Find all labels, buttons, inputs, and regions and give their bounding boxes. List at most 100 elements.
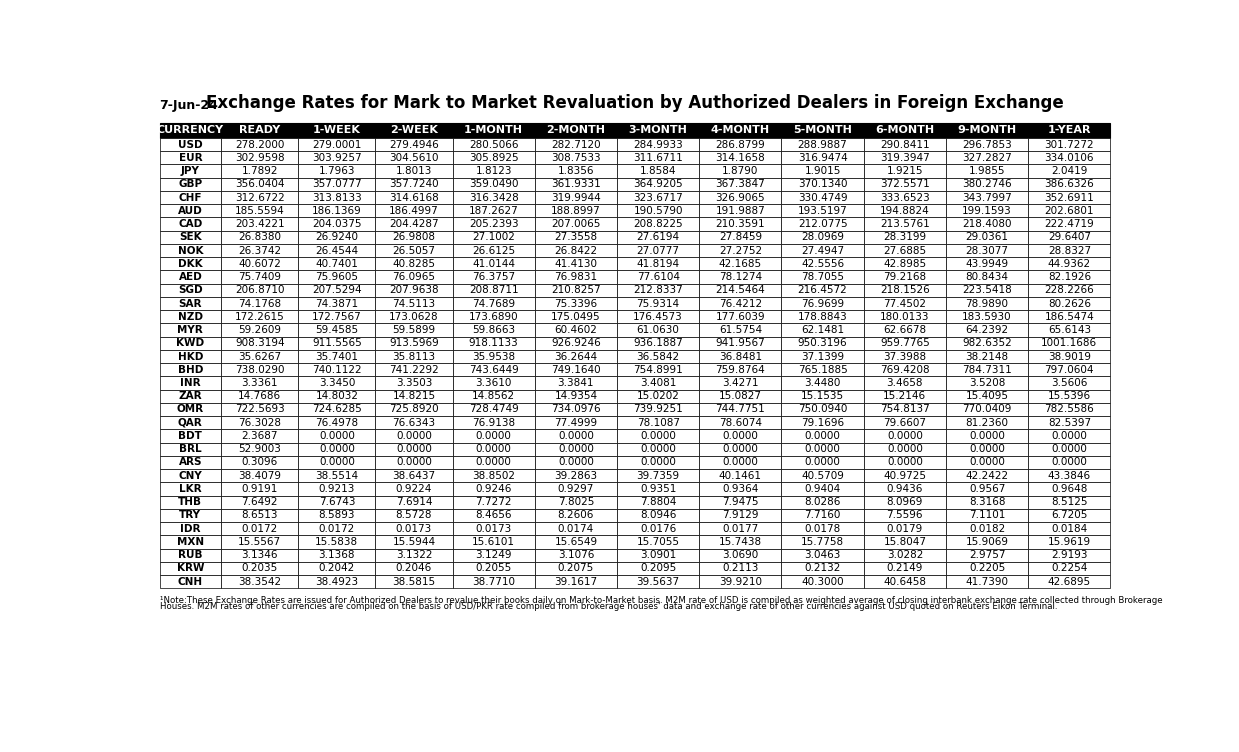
Bar (535, 403, 617, 416)
Text: 175.0495: 175.0495 (551, 312, 601, 322)
Text: 7.8025: 7.8025 (558, 497, 593, 507)
Text: 0.2042: 0.2042 (318, 563, 356, 574)
Bar (452, 482, 535, 496)
Bar (222, 469, 299, 482)
Text: 330.4749: 330.4749 (798, 193, 847, 202)
Bar (299, 390, 375, 403)
Text: 936.1887: 936.1887 (633, 338, 683, 348)
Bar (222, 390, 299, 403)
Bar (375, 151, 452, 165)
Bar (945, 244, 1028, 257)
Text: 724.6285: 724.6285 (312, 405, 362, 414)
Bar (864, 177, 945, 191)
Text: 352.6911: 352.6911 (1044, 193, 1094, 202)
Bar (375, 496, 452, 509)
Bar (617, 231, 699, 244)
Text: 42.2422: 42.2422 (965, 471, 1009, 481)
Bar (1028, 403, 1110, 416)
Bar (160, 284, 222, 297)
Bar (699, 456, 782, 469)
Bar (617, 522, 699, 535)
Text: IDR: IDR (180, 523, 201, 534)
Bar (1028, 297, 1110, 310)
Bar (945, 403, 1028, 416)
Bar (945, 310, 1028, 323)
Bar (699, 217, 782, 231)
Bar (222, 575, 299, 588)
Bar (1028, 575, 1110, 588)
Bar (782, 217, 864, 231)
Text: 62.1481: 62.1481 (802, 325, 844, 335)
Bar (617, 138, 699, 151)
Text: 311.6711: 311.6711 (633, 153, 683, 163)
Text: 38.7710: 38.7710 (472, 577, 515, 587)
Bar (617, 416, 699, 429)
Text: 40.3000: 40.3000 (802, 577, 844, 587)
Text: AED: AED (178, 272, 202, 282)
Text: 380.2746: 380.2746 (963, 179, 1012, 190)
Text: MXN: MXN (177, 537, 204, 547)
Text: 0.9648: 0.9648 (1051, 484, 1088, 494)
Bar (452, 310, 535, 323)
Text: 3.5208: 3.5208 (969, 378, 1005, 388)
Text: 8.0286: 8.0286 (804, 497, 841, 507)
Bar (782, 456, 864, 469)
Text: CAD: CAD (178, 219, 202, 229)
Bar (864, 350, 945, 363)
Text: 357.0777: 357.0777 (312, 179, 362, 190)
Text: 207.9638: 207.9638 (389, 285, 439, 296)
Bar (782, 390, 864, 403)
Text: 40.8285: 40.8285 (393, 259, 435, 268)
Bar (1028, 231, 1110, 244)
Text: 77.6104: 77.6104 (637, 272, 680, 282)
Text: READY: READY (239, 126, 280, 135)
Text: BRL: BRL (180, 444, 202, 454)
Bar (160, 548, 222, 562)
Bar (299, 443, 375, 456)
Text: 343.7997: 343.7997 (963, 193, 1012, 202)
Text: 42.8985: 42.8985 (883, 259, 927, 268)
Bar (222, 562, 299, 575)
Bar (945, 231, 1028, 244)
Bar (299, 284, 375, 297)
Text: 172.2615: 172.2615 (235, 312, 285, 322)
Text: 754.8137: 754.8137 (880, 405, 929, 414)
Text: 0.0176: 0.0176 (641, 523, 676, 534)
Bar (535, 310, 617, 323)
Bar (375, 363, 452, 376)
Text: TRY: TRY (180, 511, 202, 520)
Bar (452, 522, 535, 535)
Bar (782, 496, 864, 509)
Bar (945, 217, 1028, 231)
Bar (699, 403, 782, 416)
Text: 38.9019: 38.9019 (1048, 351, 1090, 362)
Text: 0.0000: 0.0000 (722, 457, 758, 468)
Bar (160, 522, 222, 535)
Text: 284.9933: 284.9933 (633, 140, 683, 150)
Bar (617, 535, 699, 548)
Bar (299, 509, 375, 522)
Bar (699, 469, 782, 482)
Bar (222, 271, 299, 284)
Bar (1028, 376, 1110, 390)
Text: 0.0179: 0.0179 (887, 523, 923, 534)
Text: 38.4923: 38.4923 (315, 577, 358, 587)
Bar (375, 297, 452, 310)
Text: 222.4719: 222.4719 (1044, 219, 1094, 229)
Bar (160, 575, 222, 588)
Text: 0.0000: 0.0000 (396, 457, 432, 468)
Text: 59.8663: 59.8663 (472, 325, 515, 335)
Text: CURRENCY: CURRENCY (157, 126, 224, 135)
Bar (222, 310, 299, 323)
Bar (452, 456, 535, 469)
Text: 14.8215: 14.8215 (393, 391, 436, 402)
Text: 76.9699: 76.9699 (802, 299, 844, 308)
Bar (160, 456, 222, 469)
Text: 3.4480: 3.4480 (804, 378, 841, 388)
Bar (222, 257, 299, 271)
Bar (375, 350, 452, 363)
Text: 27.6194: 27.6194 (637, 232, 680, 242)
Text: 38.2148: 38.2148 (965, 351, 1009, 362)
Text: 0.9351: 0.9351 (639, 484, 676, 494)
Bar (452, 191, 535, 205)
